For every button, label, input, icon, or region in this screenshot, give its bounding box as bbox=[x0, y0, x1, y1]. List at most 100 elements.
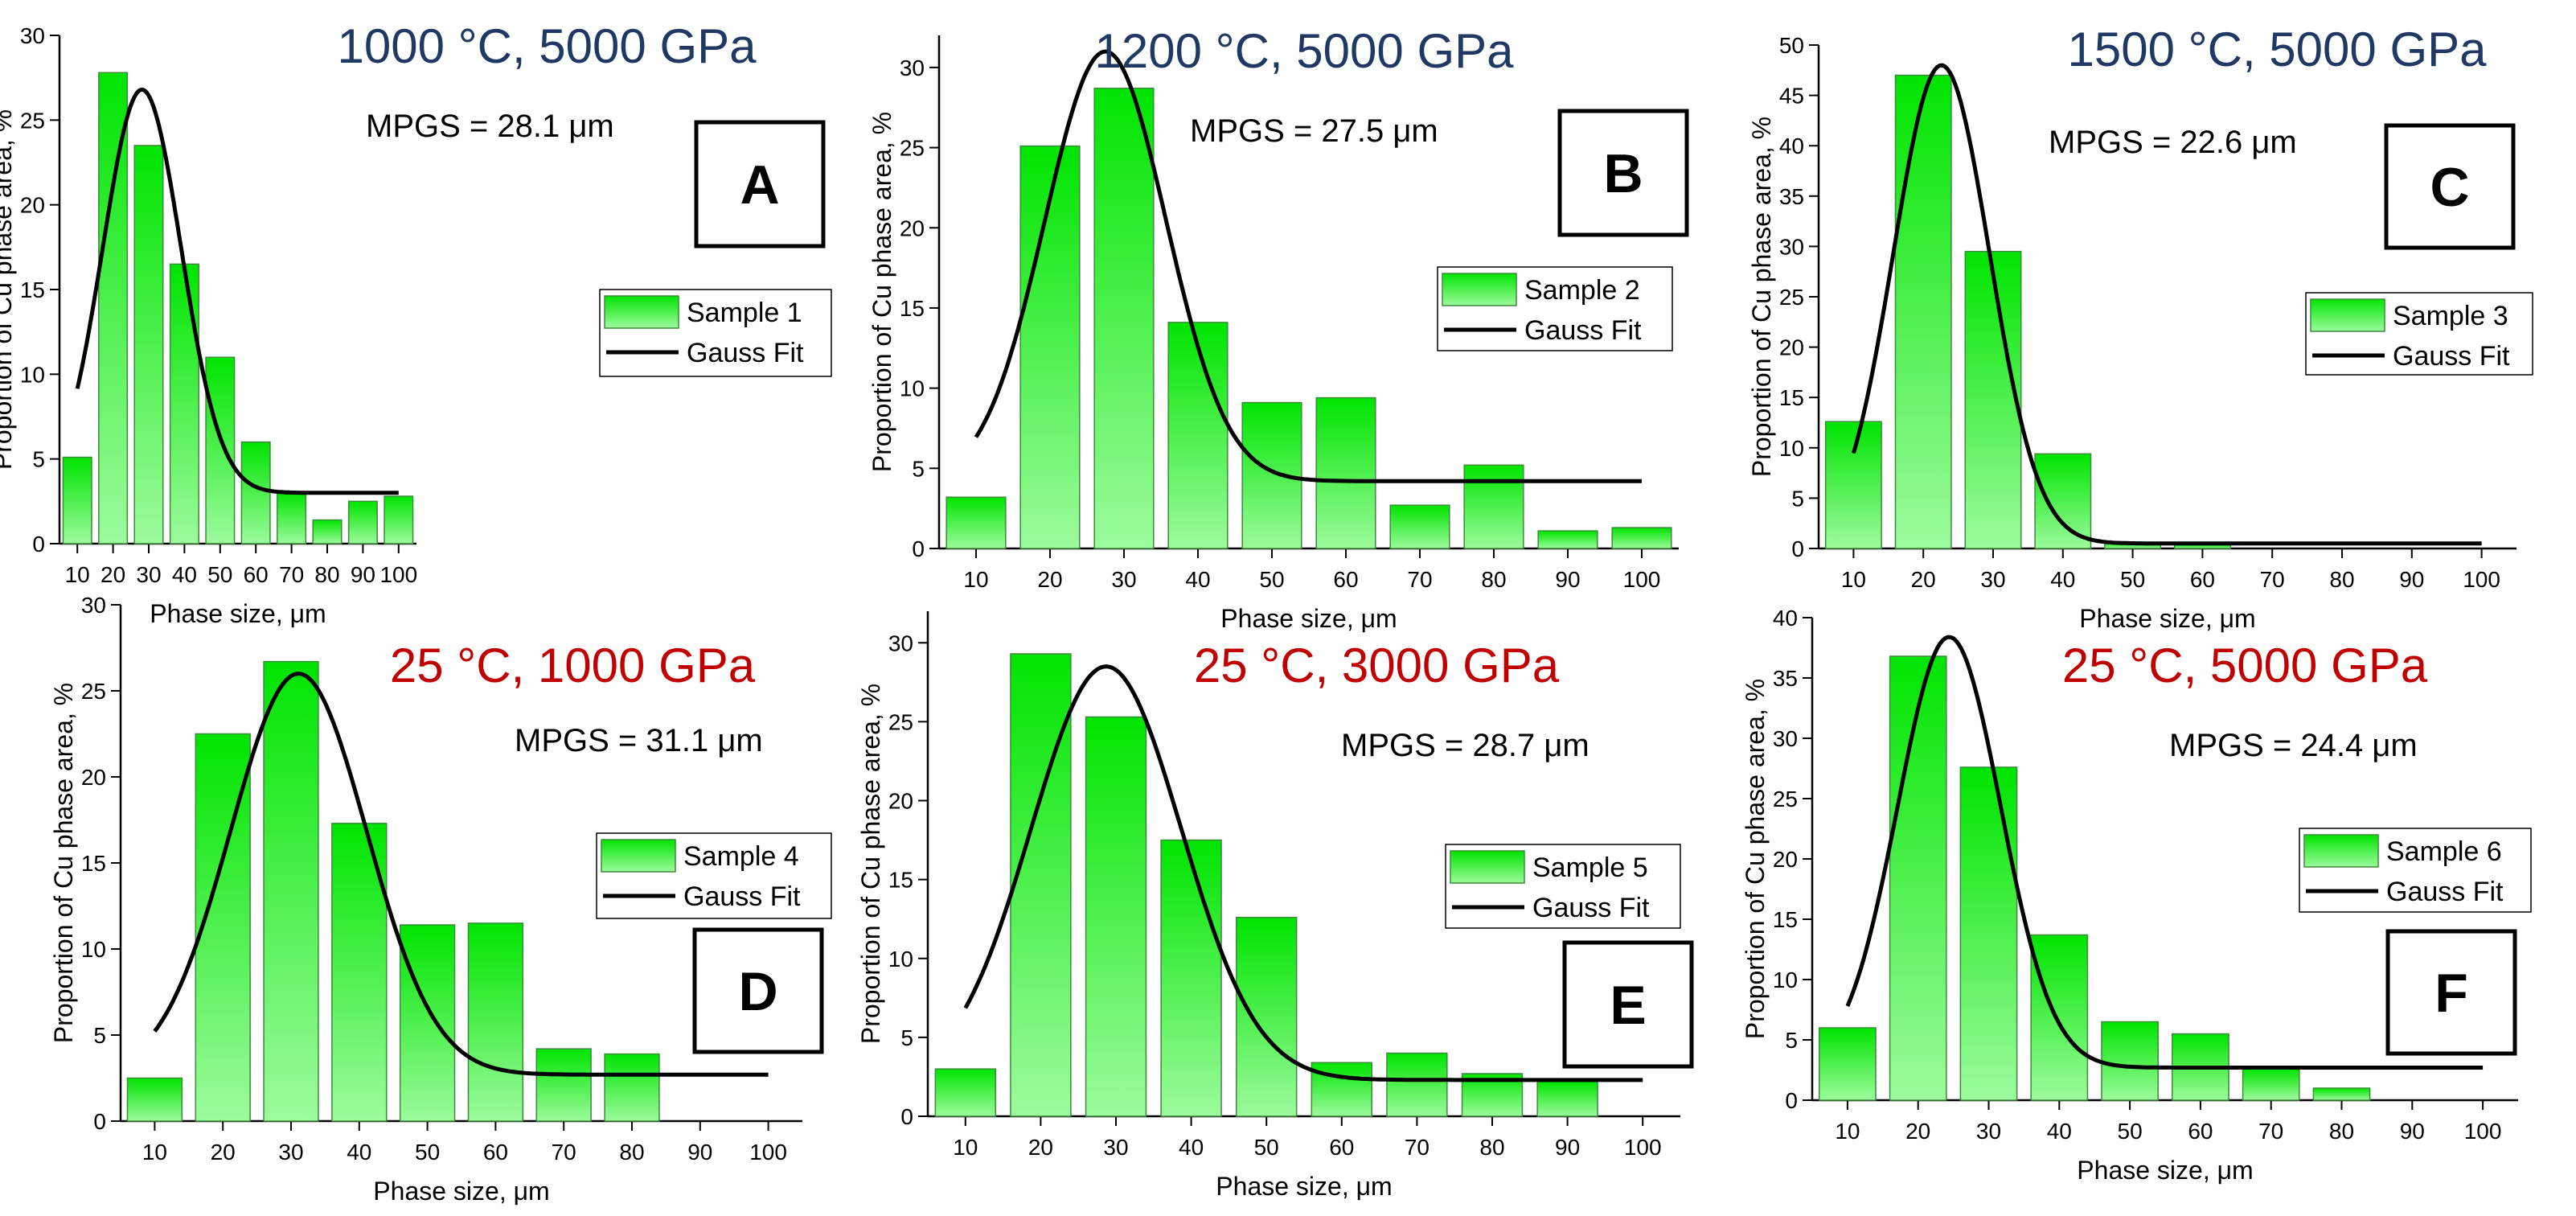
x-tick-label: 100 bbox=[2463, 567, 2500, 592]
bar bbox=[205, 356, 236, 544]
x-tick-label: 70 bbox=[2260, 567, 2285, 592]
gauss-fit-line bbox=[153, 672, 769, 1077]
x-tick-label: 70 bbox=[2258, 1119, 2283, 1144]
x-tick-label: 100 bbox=[749, 1140, 787, 1165]
y-tick-label: 0 bbox=[93, 1109, 106, 1134]
panel-label-box bbox=[1562, 940, 1694, 1069]
gauss-fit-line bbox=[1845, 635, 2484, 1070]
x-tick-label: 40 bbox=[1179, 1135, 1204, 1160]
x-tick-label: 30 bbox=[1103, 1135, 1128, 1160]
bar bbox=[1959, 766, 2018, 1101]
y-tick-label: 25 bbox=[1773, 787, 1798, 811]
x-tick-label: 20 bbox=[1037, 567, 1062, 592]
x-tick-label: 60 bbox=[2188, 1119, 2213, 1144]
legend-frame bbox=[2305, 292, 2533, 376]
bar bbox=[312, 519, 343, 544]
y-tick-label: 0 bbox=[1791, 536, 1804, 561]
panel-label-box bbox=[694, 120, 826, 249]
x-tick-label: 100 bbox=[1624, 1135, 1662, 1160]
x-tick-label: 10 bbox=[963, 567, 988, 592]
bar bbox=[2034, 453, 2092, 549]
legend-label-fit: Gauss Fit bbox=[2393, 341, 2510, 372]
bar bbox=[1311, 1062, 1372, 1117]
bar bbox=[277, 492, 307, 544]
bar bbox=[1889, 655, 1947, 1101]
x-tick-label: 10 bbox=[65, 562, 90, 587]
chart-title: 1000 °C, 5000 GPa bbox=[337, 19, 757, 73]
y-tick-label: 10 bbox=[1773, 967, 1798, 992]
x-tick-label: 30 bbox=[1980, 567, 2005, 592]
y-tick-label: 25 bbox=[888, 709, 913, 734]
x-tick-label: 90 bbox=[687, 1140, 712, 1165]
y-tick-label: 40 bbox=[1773, 606, 1798, 631]
bar bbox=[604, 1053, 660, 1122]
gauss-fit-line bbox=[1851, 63, 2482, 546]
panel-label-box bbox=[2385, 929, 2517, 1056]
y-axis-label: Proportion of Cu phase area, % bbox=[1741, 679, 1770, 1039]
y-tick-label: 20 bbox=[81, 765, 106, 790]
chart-title: 25 °C, 1000 GPa bbox=[390, 639, 756, 692]
y-tick-label: 0 bbox=[32, 532, 45, 557]
x-tick-label: 40 bbox=[1185, 567, 1210, 592]
x-tick-label: 10 bbox=[142, 1140, 167, 1165]
y-tick-label: 35 bbox=[1779, 184, 1804, 209]
bar bbox=[1389, 504, 1450, 549]
y-tick-label: 0 bbox=[1785, 1088, 1798, 1113]
x-tick-label: 20 bbox=[1905, 1119, 1930, 1144]
bar bbox=[467, 922, 524, 1122]
x-tick-label: 40 bbox=[347, 1140, 371, 1165]
mpgs-annotation: MPGS = 28.7 μm bbox=[1341, 728, 1589, 763]
bar bbox=[1463, 464, 1524, 549]
y-tick-label: 50 bbox=[1779, 33, 1804, 58]
bar bbox=[945, 496, 1007, 549]
x-tick-label: 30 bbox=[136, 562, 161, 587]
bar bbox=[169, 263, 199, 544]
x-tick-label: 10 bbox=[1841, 567, 1866, 592]
y-tick-label: 15 bbox=[1779, 385, 1804, 410]
legend-swatch-sample bbox=[1450, 850, 1525, 884]
y-tick-label: 15 bbox=[888, 868, 913, 893]
y-tick-label: 35 bbox=[1773, 666, 1798, 691]
gauss-fit-line bbox=[974, 49, 1642, 483]
panel-label: C bbox=[2430, 157, 2469, 218]
bar bbox=[1824, 421, 1882, 549]
legend-frame bbox=[596, 832, 832, 919]
legend-label-sample: Sample 6 bbox=[2386, 836, 2502, 867]
bar bbox=[1315, 396, 1376, 549]
x-tick-label: 60 bbox=[1329, 1135, 1354, 1160]
y-tick-label: 10 bbox=[81, 937, 106, 962]
x-tick-label: 40 bbox=[2050, 567, 2075, 592]
x-axis-label: Phase size, μm bbox=[2079, 604, 2255, 633]
panel-label-box bbox=[1557, 109, 1689, 237]
panel-label-box bbox=[2384, 123, 2516, 250]
bar bbox=[133, 145, 164, 544]
x-tick-label: 80 bbox=[2329, 567, 2354, 592]
x-tick-label: 70 bbox=[552, 1140, 576, 1165]
y-tick-label: 5 bbox=[1785, 1028, 1798, 1053]
x-tick-label: 20 bbox=[100, 562, 125, 587]
x-tick-label: 70 bbox=[279, 562, 304, 587]
bar bbox=[240, 441, 271, 544]
panel-label: F bbox=[2434, 963, 2468, 1024]
legend: Sample 1 Gauss Fit bbox=[599, 289, 832, 377]
x-tick-label: 30 bbox=[1111, 567, 1136, 592]
panel-label: B bbox=[1603, 143, 1643, 204]
x-tick-label: 50 bbox=[415, 1140, 440, 1165]
y-axis-label: Proportion of Cu phase area, % bbox=[1747, 117, 1776, 477]
y-tick-label: 30 bbox=[81, 593, 106, 618]
bar bbox=[98, 72, 129, 544]
legend-label-sample: Sample 2 bbox=[1524, 275, 1640, 306]
legend: Sample 2 Gauss Fit bbox=[1437, 266, 1673, 351]
y-tick-label: 45 bbox=[1779, 84, 1804, 109]
x-tick-label: 20 bbox=[211, 1140, 236, 1165]
bar bbox=[1085, 716, 1147, 1117]
y-tick-label: 15 bbox=[81, 851, 106, 876]
x-tick-label: 80 bbox=[2329, 1119, 2354, 1144]
y-tick-label: 10 bbox=[20, 362, 45, 387]
chart-title: 25 °C, 3000 GPa bbox=[1194, 639, 1560, 692]
y-tick-label: 20 bbox=[1773, 847, 1798, 872]
bar bbox=[1019, 145, 1081, 549]
chart-title: 25 °C, 5000 GPa bbox=[2062, 639, 2428, 692]
x-tick-label: 90 bbox=[2399, 567, 2424, 592]
chart-title: 1200 °C, 5000 GPa bbox=[1094, 24, 1514, 78]
